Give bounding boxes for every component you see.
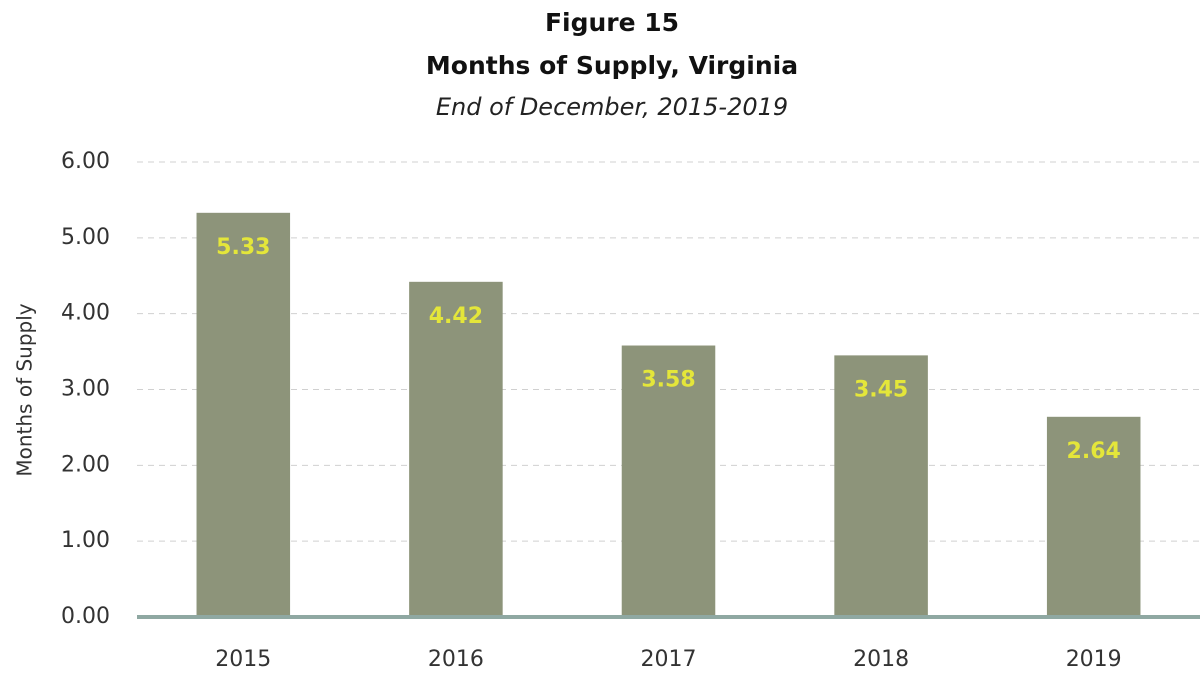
y-axis-label: Months of Supply <box>13 303 37 476</box>
data-label: 5.33 <box>216 235 270 260</box>
x-tick-label: 2015 <box>215 647 271 672</box>
y-tick-label: 4.00 <box>61 301 110 326</box>
x-tick-label: 2019 <box>1066 647 1122 672</box>
y-tick-label: 6.00 <box>61 149 110 174</box>
bar <box>409 281 503 617</box>
x-tick-label: 2016 <box>428 647 484 672</box>
data-label: 2.64 <box>1067 439 1121 464</box>
bar <box>834 355 928 617</box>
x-tick-label: 2017 <box>641 647 697 672</box>
bar <box>196 212 291 617</box>
y-tick-label: 1.00 <box>61 528 110 553</box>
y-tick-label: 5.00 <box>61 225 110 250</box>
y-tick-label: 3.00 <box>61 377 110 402</box>
data-label: 4.42 <box>429 304 483 329</box>
y-tick-label: 2.00 <box>61 452 110 477</box>
bar <box>621 345 716 617</box>
chart-title: Figure 15 <box>545 8 679 37</box>
y-tick-label: 0.00 <box>61 604 110 629</box>
data-label: 3.58 <box>641 368 695 393</box>
chart-title: Months of Supply, Virginia <box>426 51 798 80</box>
chart-subtitle: End of December, 2015-2019 <box>436 93 788 121</box>
x-tick-label: 2018 <box>853 647 909 672</box>
data-label: 3.45 <box>854 377 908 402</box>
bar <box>1046 416 1141 617</box>
